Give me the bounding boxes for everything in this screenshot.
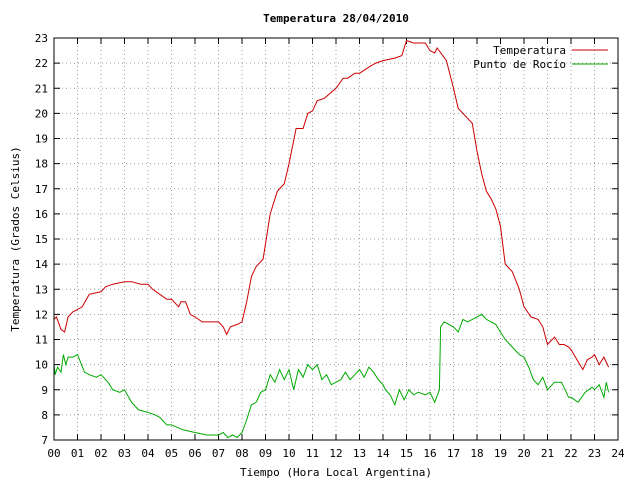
y-tick-label: 18 bbox=[35, 158, 48, 171]
x-tick-label: 03 bbox=[118, 447, 131, 460]
x-tick-label: 09 bbox=[259, 447, 272, 460]
x-tick-label: 00 bbox=[47, 447, 60, 460]
y-tick-label: 11 bbox=[35, 334, 48, 347]
series-line-punto-de-roci-o bbox=[53, 313, 610, 439]
axis-ticks bbox=[53, 37, 619, 441]
y-tick-label: 19 bbox=[35, 133, 48, 146]
y-tick-label: 17 bbox=[35, 183, 48, 196]
x-tick-label: 08 bbox=[235, 447, 248, 460]
y-tick-label: 15 bbox=[35, 233, 48, 246]
y-axis-label: Temperatura (Grados Celsius) bbox=[9, 146, 22, 331]
y-tick-label: 20 bbox=[35, 107, 48, 120]
x-tick-label: 10 bbox=[282, 447, 295, 460]
x-tick-label: 12 bbox=[329, 447, 342, 460]
legend-label-punto-de-roci-o: Punto de Rocío bbox=[473, 58, 566, 71]
chart-title: Temperatura 28/04/2010 bbox=[263, 12, 409, 25]
x-tick-label: 15 bbox=[400, 447, 413, 460]
legend-label-temperatura: Temperatura bbox=[493, 44, 566, 57]
plot-area-frame bbox=[53, 37, 619, 441]
series-line-temperatura bbox=[53, 39, 610, 371]
x-tick-label: 17 bbox=[447, 447, 460, 460]
x-axis-label: Tiempo (Hora Local Argentina) bbox=[240, 466, 432, 479]
x-tick-label: 02 bbox=[94, 447, 107, 460]
y-tick-label: 21 bbox=[35, 82, 48, 95]
x-tick-label: 01 bbox=[71, 447, 84, 460]
y-tick-label: 22 bbox=[35, 57, 48, 70]
y-tick-label: 10 bbox=[35, 359, 48, 372]
x-tick-label: 07 bbox=[212, 447, 225, 460]
x-tick-label: 22 bbox=[564, 447, 577, 460]
grid-lines bbox=[54, 38, 618, 440]
x-tick-label: 24 bbox=[611, 447, 625, 460]
x-tick-label: 11 bbox=[306, 447, 319, 460]
y-tick-label: 16 bbox=[35, 208, 48, 221]
y-tick-label: 23 bbox=[35, 32, 48, 45]
tick-labels: 00 01 02 03 04 05 06 07 08 09 10 11 12 13 14 15 16 17 18 19… bbox=[35, 32, 625, 460]
x-tick-label: 04 bbox=[141, 447, 155, 460]
x-tick-label: 13 bbox=[353, 447, 366, 460]
y-tick-label: 13 bbox=[35, 283, 48, 296]
x-tick-label: 21 bbox=[541, 447, 554, 460]
y-tick-label: 12 bbox=[35, 308, 48, 321]
x-tick-label: 06 bbox=[188, 447, 201, 460]
y-tick-label: 14 bbox=[35, 258, 49, 271]
y-tick-label: 9 bbox=[41, 384, 48, 397]
y-tick-label: 8 bbox=[41, 409, 48, 422]
data-series bbox=[53, 39, 610, 439]
x-tick-label: 16 bbox=[423, 447, 436, 460]
y-tick-label: 7 bbox=[41, 434, 48, 447]
x-tick-label: 18 bbox=[470, 447, 483, 460]
x-tick-label: 23 bbox=[588, 447, 601, 460]
x-tick-label: 19 bbox=[494, 447, 507, 460]
x-tick-label: 05 bbox=[165, 447, 178, 460]
x-tick-label: 14 bbox=[376, 447, 390, 460]
x-tick-label: 20 bbox=[517, 447, 530, 460]
